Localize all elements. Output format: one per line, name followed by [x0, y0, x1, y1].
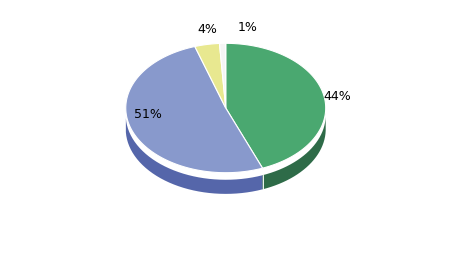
Polygon shape [219, 43, 226, 108]
Polygon shape [263, 117, 326, 189]
Text: 4%: 4% [198, 23, 218, 36]
Polygon shape [195, 43, 226, 108]
Polygon shape [226, 43, 326, 168]
Text: 1%: 1% [238, 21, 257, 34]
Text: 44%: 44% [324, 90, 352, 103]
Text: 51%: 51% [134, 108, 162, 121]
Polygon shape [126, 118, 263, 194]
Polygon shape [126, 46, 263, 173]
